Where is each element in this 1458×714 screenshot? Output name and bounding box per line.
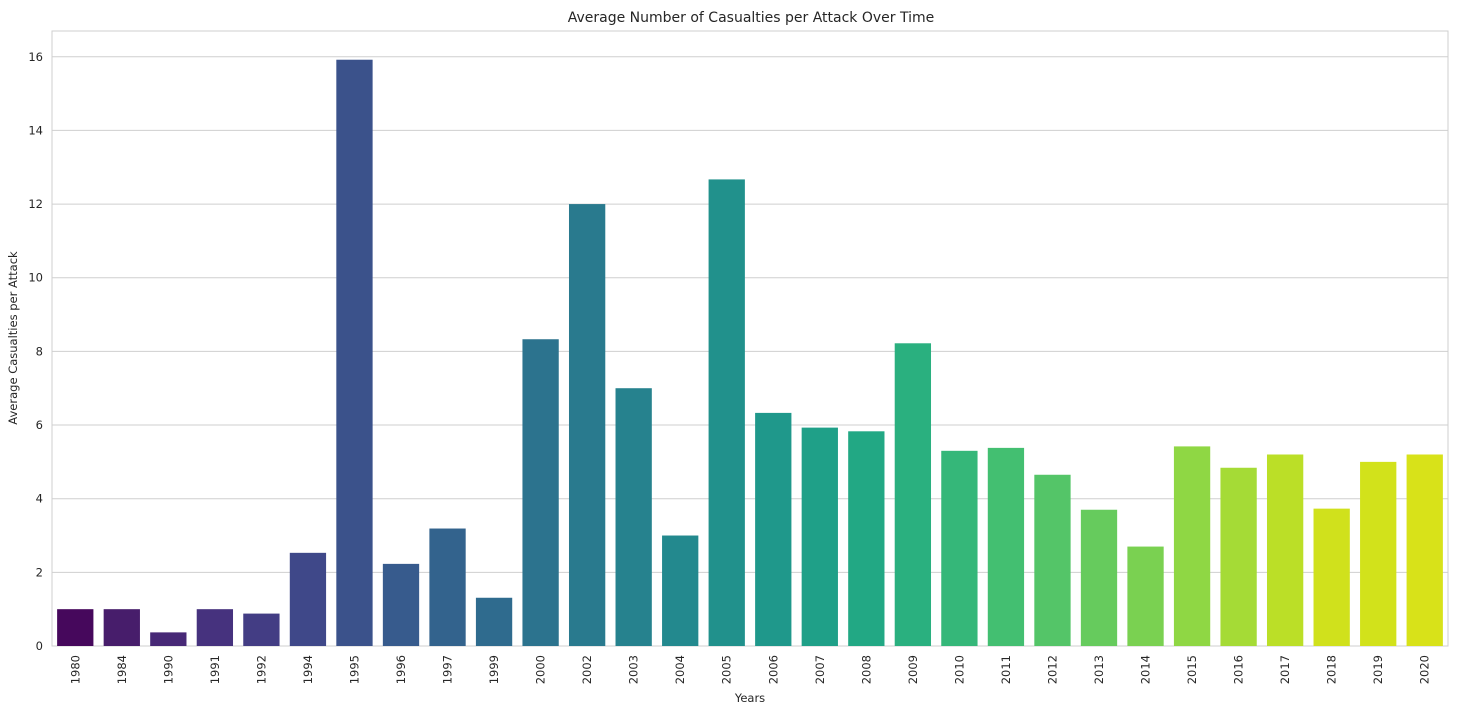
y-axis-label: Average Casualties per Attack xyxy=(6,251,20,425)
x-tick-label: 2016 xyxy=(1232,655,1246,684)
bar-2008 xyxy=(848,431,885,646)
y-tick-label: 0 xyxy=(36,639,43,653)
x-tick-label: 1980 xyxy=(68,655,82,684)
x-tick-label: 2006 xyxy=(766,655,780,684)
bar-1991 xyxy=(196,609,234,646)
x-tick-label: 2008 xyxy=(859,655,873,684)
x-tick-label: 2019 xyxy=(1371,655,1385,684)
y-tick-label: 6 xyxy=(36,418,43,432)
bar-2016 xyxy=(1220,467,1257,646)
x-tick-label: 2013 xyxy=(1092,655,1106,684)
y-tick-label: 2 xyxy=(36,565,43,579)
y-tick-label: 4 xyxy=(36,492,43,506)
bar-2020 xyxy=(1406,454,1443,646)
bar-2010 xyxy=(941,450,978,646)
x-tick-label: 1984 xyxy=(115,655,129,684)
x-tick-label: 2009 xyxy=(906,655,920,684)
x-tick-labels: 1980 1984 1990 1991 1992 1994 1995 1996 1997 1999… xyxy=(68,655,1431,684)
bar-2012 xyxy=(1034,474,1071,646)
bar-1984 xyxy=(103,609,140,646)
x-tick-label: 1997 xyxy=(441,655,455,684)
bar-1990 xyxy=(150,632,187,646)
x-tick-label: 1991 xyxy=(208,655,222,684)
x-tick-label: 1999 xyxy=(487,655,501,684)
chart-title: Average Number of Casualties per Attack … xyxy=(568,10,935,26)
bar-2019 xyxy=(1360,461,1397,646)
bar-2000 xyxy=(522,339,559,646)
x-tick-label: 1992 xyxy=(254,655,268,684)
bar-1999 xyxy=(475,597,513,646)
bar-2017 xyxy=(1266,454,1304,646)
grid-lines xyxy=(52,56,1448,647)
bar-2006 xyxy=(755,412,792,646)
x-tick-label: 2012 xyxy=(1045,655,1059,684)
y-tick-label: 10 xyxy=(28,271,43,285)
y-tick-label: 12 xyxy=(28,197,43,211)
bars xyxy=(57,59,1443,647)
x-tick-label: 2004 xyxy=(673,655,687,684)
x-tick-label: 2015 xyxy=(1185,655,1199,684)
x-tick-label: 2020 xyxy=(1418,655,1432,684)
y-tick-label: 8 xyxy=(36,344,43,358)
bar-1996 xyxy=(382,563,420,646)
bar-2002 xyxy=(568,204,606,646)
bar-2014 xyxy=(1127,546,1164,646)
bar-2009 xyxy=(894,343,932,646)
bar-1995 xyxy=(336,59,373,647)
bar-1980 xyxy=(57,609,94,646)
x-tick-label: 1994 xyxy=(301,655,315,684)
x-tick-label: 1995 xyxy=(347,655,361,684)
bar-2015 xyxy=(1173,446,1211,646)
x-tick-label: 2010 xyxy=(952,655,966,684)
x-tick-label: 2018 xyxy=(1325,655,1339,684)
bar-2003 xyxy=(615,388,652,646)
bar-1992 xyxy=(243,613,280,646)
bar-2018 xyxy=(1313,508,1350,646)
bar-2007 xyxy=(801,427,838,646)
bar-2005 xyxy=(708,179,745,646)
x-tick-label: 2014 xyxy=(1139,655,1153,684)
x-tick-label: 2000 xyxy=(534,655,548,684)
bar-1997 xyxy=(429,528,466,646)
y-tick-label: 14 xyxy=(28,123,43,137)
bar-2013 xyxy=(1080,509,1118,646)
x-tick-label: 2007 xyxy=(813,655,827,684)
y-tick-labels: 0 2 4 6 8 10 12 14 16 xyxy=(28,50,43,653)
x-tick-label: 2017 xyxy=(1278,655,1292,684)
y-tick-label: 16 xyxy=(28,50,43,64)
bar-1994 xyxy=(289,552,327,646)
x-tick-label: 1990 xyxy=(161,655,175,684)
plot-frame xyxy=(51,30,1449,647)
x-tick-label: 2003 xyxy=(627,655,641,684)
x-axis-label: Years xyxy=(734,691,765,705)
bar-2004 xyxy=(662,535,699,646)
x-tick-label: 2011 xyxy=(999,655,1013,684)
x-tick-label: 1996 xyxy=(394,655,408,684)
x-tick-label: 2005 xyxy=(720,655,734,684)
bar-2011 xyxy=(987,447,1025,646)
x-tick-label: 2002 xyxy=(580,655,594,684)
